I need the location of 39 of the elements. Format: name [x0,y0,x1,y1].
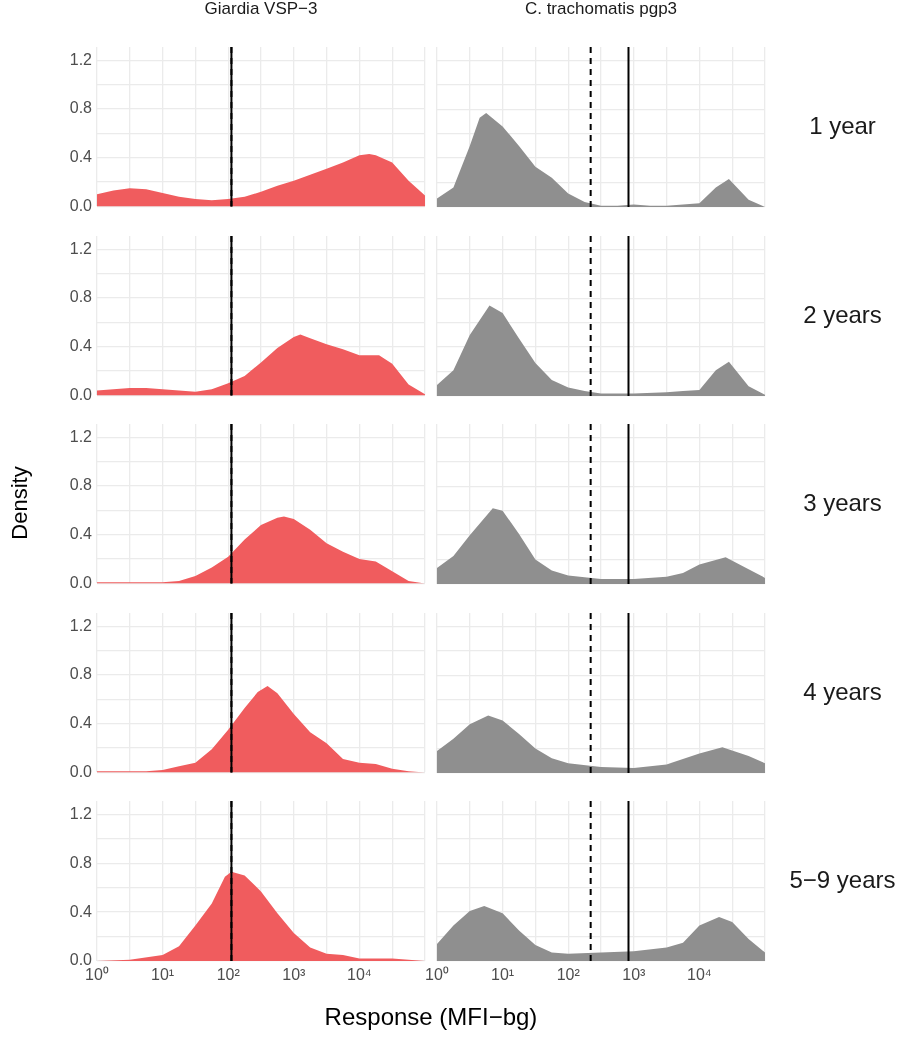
y-tick-label: 0.0 [69,573,93,591]
y-tick-label: 0.0 [69,196,93,214]
chart-title: Giardia VSP−3 [203,0,319,19]
y-tick-label: 1.2 [69,616,93,634]
chart-title: C. trachomatis pgp3 [523,0,679,19]
y-tick-label: 0.4 [69,336,93,354]
x-tick-label: 10³ [622,966,647,984]
y-tick-label: 0.0 [69,762,93,780]
x-tick-label: 10⁴ [687,966,712,984]
y-tick-label: 0.4 [69,902,93,920]
y2-axis-title: 5−9 years [788,866,897,894]
x-tick-label: 10² [556,966,581,984]
y-tick-label: 0.4 [69,525,93,543]
y2-axis-title: 1 year [808,112,877,140]
x-tick-label: 10⁴ [347,966,372,984]
y2-axis-title: 3 years [802,489,883,517]
y-tick-label: 0.8 [69,287,93,305]
x-tick-label: 10⁰ [85,966,109,984]
y-tick-label: 0.4 [69,713,93,731]
x-tick-label: 10³ [282,966,307,984]
x-tick-label: 10¹ [151,966,175,984]
y2-axis-title: 4 years [802,677,883,706]
y-tick-label: 1.2 [69,804,93,822]
y-tick-label: 0.0 [69,951,93,969]
y-tick-label: 0.4 [69,148,93,166]
x-tick-label: 10¹ [491,966,515,984]
y-axis-title: Density [7,465,33,542]
y-tick-label: 0.8 [69,99,93,117]
x-axis-title: Response (MFI−bg) [323,1003,539,1031]
y-tick-label: 0.8 [69,853,93,871]
y-tick-label: 0.8 [69,476,93,494]
y-tick-label: 1.2 [69,239,93,257]
x-tick-label: 10² [216,966,241,984]
y-tick-label: 0.0 [69,385,93,403]
y-tick-label: 1.2 [69,50,93,68]
y-tick-label: 1.2 [69,427,93,445]
y2-axis-title: 2 years [802,300,883,329]
y-tick-label: 0.8 [69,664,93,682]
x-tick-label: 10⁰ [425,966,449,984]
